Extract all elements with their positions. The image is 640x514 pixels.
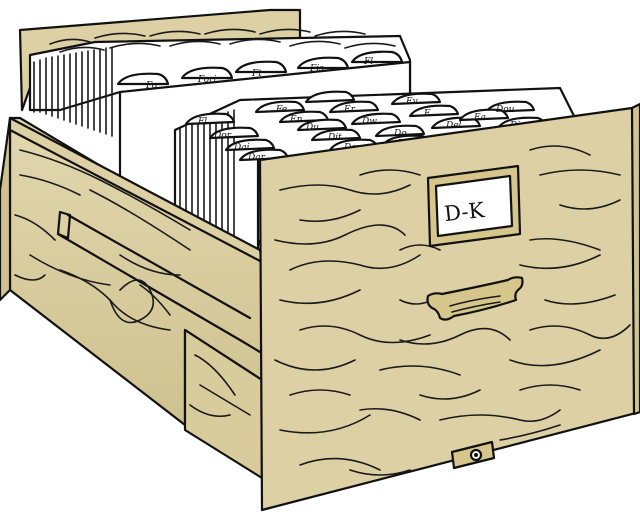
front-tab-2: Fe — [275, 105, 287, 115]
lock-keyhole[interactable] — [450, 440, 496, 470]
front-tab-13: Dit — [327, 133, 342, 143]
front-tab-7: En — [289, 115, 303, 125]
front-tab-1: Fl — [197, 117, 207, 127]
back-tab-4: Fis — [309, 64, 324, 74]
drawer-left-side — [0, 116, 264, 480]
drawer-label-holder: D-K — [426, 164, 522, 248]
front-tab-11: Do — [393, 129, 407, 139]
front-tab-5: Ev — [405, 97, 418, 107]
front-tab-10: E — [423, 109, 431, 119]
front-tab-19: Ea — [473, 113, 486, 123]
front-tab-6: Dou — [495, 105, 515, 115]
front-tab-17: Dai — [233, 143, 250, 153]
front-tab-9: Dw — [361, 117, 377, 127]
drawer-label-text: D-K — [443, 198, 486, 226]
front-tab-18: Dar — [247, 153, 266, 163]
front-tab-8: Du — [305, 123, 319, 133]
back-tab-5: Fl — [363, 57, 373, 67]
back-tab-1: Fo — [145, 81, 158, 91]
front-tab-4: Er — [343, 105, 356, 115]
front-tab-16: Dor — [213, 131, 232, 141]
front-tab-12: Del — [445, 121, 462, 131]
back-tab-3: Ft — [251, 69, 262, 79]
back-tab-2: Fori — [197, 75, 216, 85]
drawer-handle[interactable] — [426, 276, 524, 321]
